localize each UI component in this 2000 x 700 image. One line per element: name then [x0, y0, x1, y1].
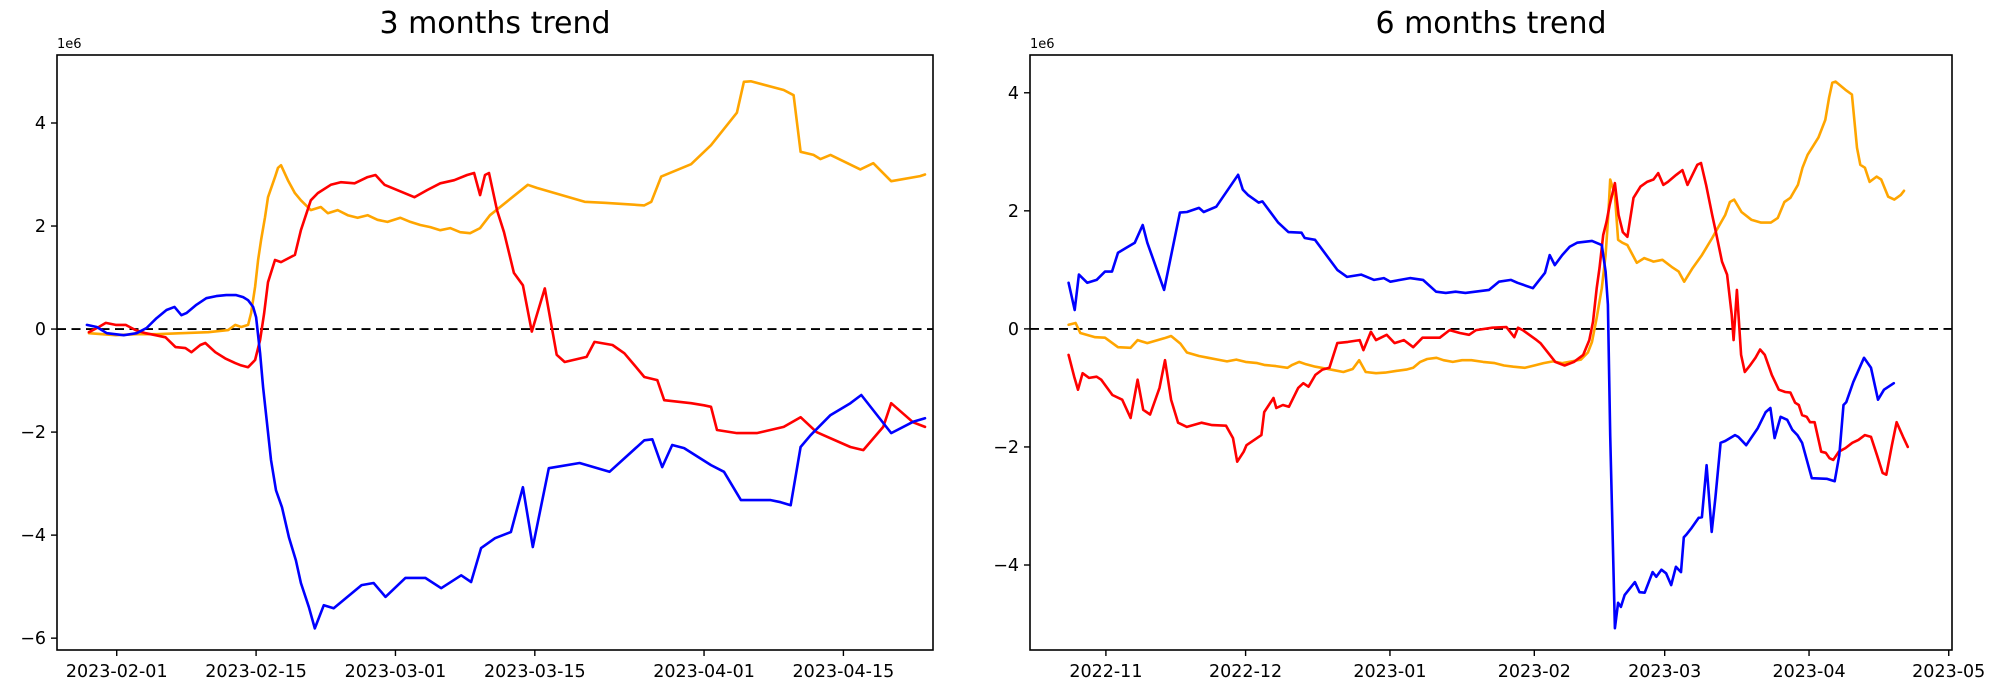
- x-tick-label: 2023-02-01: [66, 662, 168, 682]
- x-tick-label: 2023-05: [1912, 662, 1985, 682]
- x-tick-label: 2023-03-01: [345, 662, 447, 682]
- x-tick-label: 2023-04: [1772, 662, 1845, 682]
- x-tick-label: 2023-04-15: [793, 662, 895, 682]
- y-tick-label: −2: [20, 423, 46, 443]
- x-tick-label: 2023-01: [1353, 662, 1426, 682]
- chart-title-6-months: 6 months trend: [1375, 6, 1607, 41]
- x-tick-label: 2023-03-15: [484, 662, 586, 682]
- x-tick-label: 2023-04-01: [653, 662, 755, 682]
- y-tick-label: 0: [35, 320, 46, 340]
- x-tick-label: 2023-03: [1628, 662, 1701, 682]
- y-axis-offset-label-right: 1e6: [1030, 37, 1055, 52]
- x-tick-label: 2022-11: [1069, 662, 1142, 682]
- red-series: [87, 171, 927, 452]
- chart-title-3-months: 3 months trend: [379, 6, 611, 41]
- blue-series: [1067, 173, 1896, 630]
- y-tick-label: 0: [1008, 320, 1019, 340]
- y-tick-label: 2: [1008, 202, 1019, 222]
- x-tick-label: 2022-12: [1209, 662, 1282, 682]
- y-tick-label: −2: [993, 438, 1019, 458]
- y-tick-label: 4: [35, 114, 46, 134]
- plot-box: [1029, 54, 1953, 651]
- y-tick-label: −4: [993, 556, 1019, 576]
- y-tick-label: −4: [20, 526, 46, 546]
- red-series: [1067, 161, 1910, 477]
- y-tick-label: −6: [20, 629, 46, 649]
- x-tick-label: 2023-02-15: [205, 662, 307, 682]
- orange-series: [87, 80, 927, 337]
- y-axis-offset-label-left: 1e6: [57, 37, 82, 52]
- y-tick-label: 2: [35, 217, 46, 237]
- plot-box: [56, 54, 934, 651]
- orange-series: [1067, 80, 1906, 375]
- x-tick-label: 2023-02: [1498, 662, 1571, 682]
- y-tick-label: 4: [1008, 84, 1019, 104]
- blue-series: [85, 293, 927, 630]
